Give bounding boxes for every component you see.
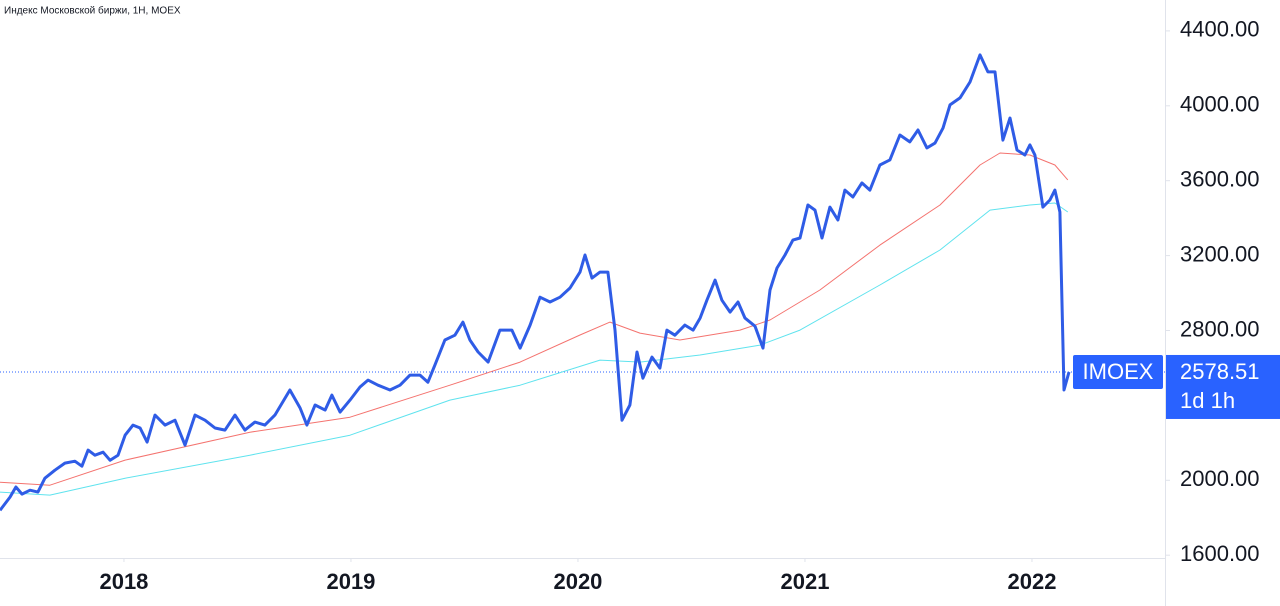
series-line — [0, 53, 1071, 512]
y-tick-label: 1600.00 — [1180, 541, 1260, 566]
chart-title: Индекс Московской биржи, 1Н, MOEX — [4, 5, 181, 17]
symbol-tag — [1073, 354, 1163, 389]
price-tag-label: 2578.51 — [1180, 359, 1260, 384]
x-tick-label: 2018 — [99, 569, 148, 594]
x-tick-label: 2020 — [553, 569, 602, 594]
y-tick-label: 4000.00 — [1180, 92, 1260, 117]
price-tag — [1166, 354, 1280, 419]
x-tick-label: 2022 — [1007, 569, 1056, 594]
x-tick-label: 2019 — [326, 569, 375, 594]
symbol-tag-label: IMOEX — [1083, 359, 1154, 384]
y-tick-label: 3600.00 — [1180, 167, 1260, 192]
series-line — [0, 202, 1069, 496]
y-tick-label: 2800.00 — [1180, 316, 1260, 341]
y-tick-label: 2000.00 — [1180, 466, 1260, 491]
x-tick-label: 2021 — [780, 569, 829, 594]
y-tick-label: 3200.00 — [1180, 241, 1260, 266]
countdown-label: 1d 1h — [1180, 388, 1235, 413]
y-tick-label: 4400.00 — [1180, 17, 1260, 42]
series-line — [0, 152, 1069, 486]
